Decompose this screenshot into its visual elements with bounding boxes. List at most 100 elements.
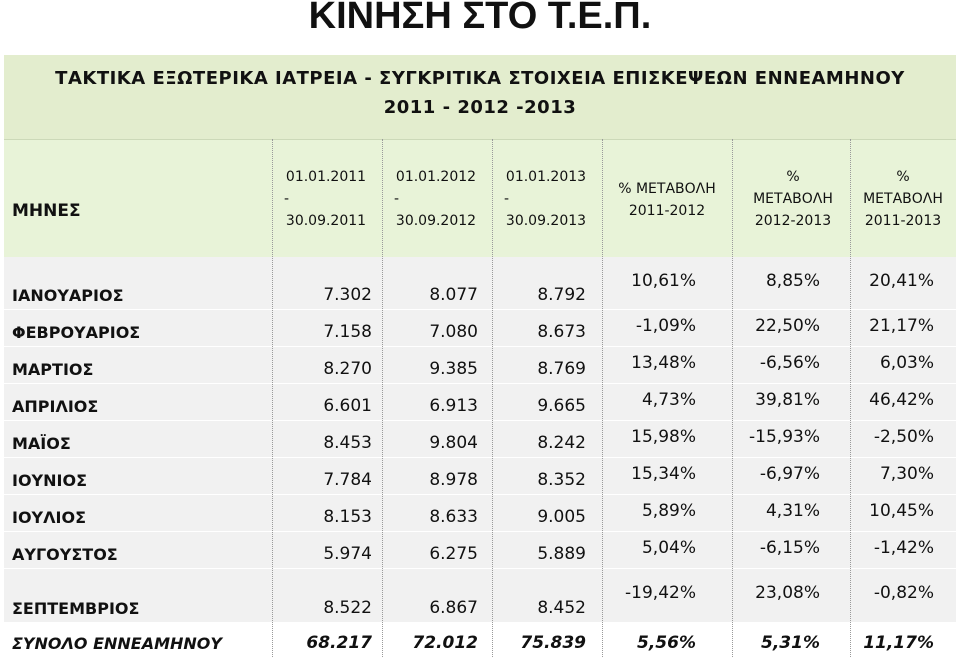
row-month: ΑΠΡΙΛΙΟΣ	[12, 397, 99, 416]
column-divider	[272, 139, 273, 657]
row-value-2013: 8.769	[537, 359, 586, 379]
row-value-2012: 8.077	[429, 285, 478, 305]
row-value-2011: 7.784	[323, 470, 372, 490]
header-pct-period: 2011-2013	[864, 213, 942, 229]
column-divider	[382, 139, 383, 657]
row-value-2011: 7.302	[323, 285, 372, 305]
header-pct-period: 2011-2012	[628, 203, 706, 219]
column-divider	[850, 139, 851, 657]
table-row: ΑΥΓΟΥΣΤΟΣ 5.974 6.275 5.889 5,04% -6,15%…	[4, 532, 956, 568]
row-pct-2011-2013: 46,42%	[869, 390, 934, 410]
row-pct-2011-2012: -19,42%	[625, 583, 696, 603]
row-value-2012: 7.080	[429, 322, 478, 342]
row-pct-2012-2013: 23,08%	[755, 583, 820, 603]
row-value-2013: 5.889	[537, 544, 586, 564]
row-value-2012: 6.867	[429, 598, 478, 618]
table-row: ΣΕΠΤΕΜΒΡΙΟΣ 8.522 6.867 8.452 -19,42% 23…	[4, 569, 956, 622]
visits-table: ΤΑΚΤΙΚΑ ΕΞΩΤΕΡΙΚΑ ΙΑΤΡΕΙΑ - ΣΥΓΚΡΙΤΙΚΑ Σ…	[4, 55, 956, 658]
row-value-2011: 8.270	[323, 359, 372, 379]
row-month: ΜΑΡΤΙΟΣ	[12, 360, 94, 379]
row-pct-2012-2013: 39,81%	[755, 390, 820, 410]
row-pct-2011-2012: 10,61%	[631, 271, 696, 291]
header-pct-label: ΜΕΤΑΒΟΛΗ	[863, 191, 943, 207]
row-month: ΜΑΪΟΣ	[12, 434, 71, 453]
row-value-2013: 8.242	[537, 433, 586, 453]
row-value-2012: 9.385	[429, 359, 478, 379]
row-month: ΣΕΠΤΕΜΒΡΙΟΣ	[12, 599, 140, 618]
header-period-2012: 01.01.2012 - 30.09.2012	[382, 166, 490, 232]
total-pct-2011-2012: 5,56%	[637, 633, 696, 653]
total-value-2013: 75.839	[520, 633, 586, 653]
table-row: ΙΑΝΟΥΑΡΙΟΣ 7.302 8.077 8.792 10,61% 8,85…	[4, 257, 956, 309]
column-divider	[732, 139, 733, 657]
row-value-2012: 8.978	[429, 470, 478, 490]
header-2012-start: 01.01.2012	[395, 169, 477, 185]
page-title: ΚΙΝΗΣΗ ΣΤΟ Τ.Ε.Π.	[308, 0, 652, 37]
header-2011-start: 01.01.2011	[285, 169, 367, 185]
row-pct-2012-2013: -15,93%	[749, 427, 820, 447]
row-pct-2011-2013: -2,50%	[873, 427, 934, 447]
row-value-2011: 8.153	[323, 507, 372, 527]
header-period-2013: 01.01.2013 - 30.09.2013	[492, 166, 600, 232]
row-month: ΙΟΥΝΙΟΣ	[12, 471, 88, 490]
table-row: ΦΕΒΡΟΥΑΡΙΟΣ 7.158 7.080 8.673 -1,09% 22,…	[4, 310, 956, 346]
header-months: ΜΗΝΕΣ	[12, 201, 81, 221]
header-2012-dash: -	[394, 191, 400, 207]
table-banner: ΤΑΚΤΙΚΑ ΕΞΩΤΕΡΙΚΑ ΙΑΤΡΕΙΑ - ΣΥΓΚΡΙΤΙΚΑ Σ…	[4, 55, 956, 139]
total-label: ΣΥΝΟΛΟ ΕΝΝΕΑΜΗΝΟΥ	[12, 634, 222, 653]
row-pct-2011-2012: 5,04%	[641, 538, 696, 558]
row-value-2012: 6.913	[429, 396, 478, 416]
row-pct-2011-2012: 13,48%	[631, 353, 696, 373]
header-pct-symbol: %	[896, 169, 910, 185]
header-2011-end: 30.09.2011	[285, 213, 367, 229]
header-2012-end: 30.09.2012	[395, 213, 477, 229]
row-value-2012: 9.804	[429, 433, 478, 453]
row-pct-2012-2013: -6,97%	[759, 464, 820, 484]
row-value-2012: 6.275	[429, 544, 478, 564]
row-pct-2011-2013: 10,45%	[869, 501, 934, 521]
row-value-2013: 8.673	[537, 322, 586, 342]
column-divider	[492, 139, 493, 657]
banner-line-2: 2011 - 2012 -2013	[383, 97, 577, 118]
row-value-2011: 8.453	[323, 433, 372, 453]
table-row: ΙΟΥΛΙΟΣ 8.153 8.633 9.005 5,89% 4,31% 10…	[4, 495, 956, 531]
column-divider	[602, 139, 603, 657]
row-pct-2011-2013: 6,03%	[879, 353, 934, 373]
total-pct-2012-2013: 5,31%	[761, 633, 820, 653]
row-pct-2011-2013: 7,30%	[879, 464, 934, 484]
row-value-2012: 8.633	[429, 507, 478, 527]
row-pct-2012-2013: -6,15%	[759, 538, 820, 558]
banner-line-1: ΤΑΚΤΙΚΑ ΕΞΩΤΕΡΙΚΑ ΙΑΤΡΕΙΑ - ΣΥΓΚΡΙΤΙΚΑ Σ…	[55, 68, 905, 89]
header-2013-start: 01.01.2013	[505, 169, 587, 185]
row-pct-2012-2013: -6,56%	[759, 353, 820, 373]
row-pct-2011-2013: 21,17%	[869, 316, 934, 336]
row-value-2013: 9.005	[537, 507, 586, 527]
header-pct-2012-2013: % ΜΕΤΑΒΟΛΗ 2012-2013	[734, 166, 852, 232]
row-pct-2011-2012: 15,98%	[631, 427, 696, 447]
row-month: ΑΥΓΟΥΣΤΟΣ	[12, 545, 118, 564]
row-pct-2011-2012: -1,09%	[635, 316, 696, 336]
total-pct-2011-2013: 11,17%	[863, 633, 934, 653]
header-pct-2011-2013: % ΜΕΤΑΒΟΛΗ 2011-2013	[850, 166, 956, 232]
table-row: ΜΑΪΟΣ 8.453 9.804 8.242 15,98% -15,93% -…	[4, 421, 956, 457]
row-pct-2011-2012: 5,89%	[641, 501, 696, 521]
row-value-2013: 8.352	[537, 470, 586, 490]
row-value-2011: 8.522	[323, 598, 372, 618]
row-pct-2012-2013: 22,50%	[755, 316, 820, 336]
row-value-2013: 9.665	[537, 396, 586, 416]
table-row: ΑΠΡΙΛΙΟΣ 6.601 6.913 9.665 4,73% 39,81% …	[4, 384, 956, 420]
total-row: ΣΥΝΟΛΟ ΕΝΝΕΑΜΗΝΟΥ 68.217 72.012 75.839 5…	[4, 623, 956, 657]
row-value-2011: 5.974	[323, 544, 372, 564]
header-pct-symbol: %	[786, 169, 800, 185]
row-pct-2012-2013: 8,85%	[765, 271, 820, 291]
row-month: ΦΕΒΡΟΥΑΡΙΟΣ	[12, 323, 141, 342]
row-pct-2011-2012: 4,73%	[641, 390, 696, 410]
table-row: ΙΟΥΝΙΟΣ 7.784 8.978 8.352 15,34% -6,97% …	[4, 458, 956, 494]
row-month: ΙΟΥΛΙΟΣ	[12, 508, 87, 527]
header-pct-2011-2012: % ΜΕΤΑΒΟΛΗ 2011-2012	[606, 178, 728, 222]
header-pct-period: 2012-2013	[754, 213, 832, 229]
header-period-2011: 01.01.2011 - 30.09.2011	[272, 166, 380, 232]
header-2011-dash: -	[284, 191, 290, 207]
table-header: ΜΗΝΕΣ 01.01.2011 - 30.09.2011 01.01.2012…	[4, 139, 956, 258]
total-value-2012: 72.012	[412, 633, 478, 653]
